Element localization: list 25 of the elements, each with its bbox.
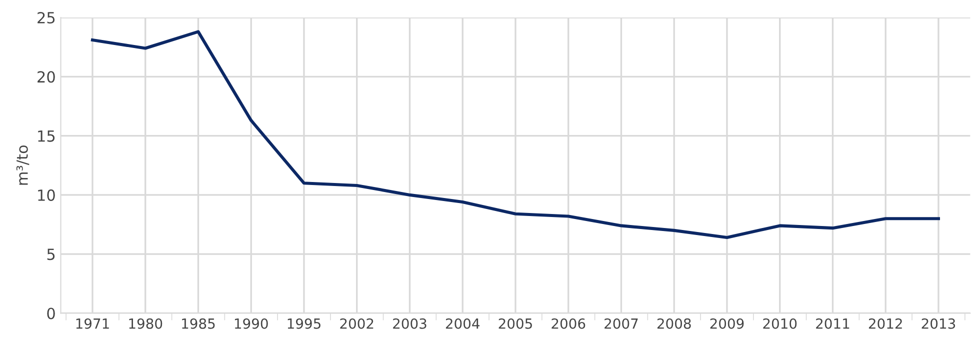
y-tick-label: 20 bbox=[38, 71, 55, 83]
x-tick-label: 2006 bbox=[552, 318, 586, 329]
y-tick-label: 0 bbox=[47, 308, 55, 320]
x-tick-label: 2002 bbox=[340, 318, 374, 329]
x-tick-label: 2011 bbox=[816, 318, 850, 329]
y-tick-label: 15 bbox=[38, 130, 55, 142]
line-series bbox=[90, 30, 940, 240]
x-tick-label: 2012 bbox=[868, 318, 902, 329]
x-tick-label: 2005 bbox=[498, 318, 532, 329]
y-tick-label: 25 bbox=[38, 12, 55, 24]
y-tick-label: 5 bbox=[47, 248, 55, 260]
x-tick-label: 1980 bbox=[129, 318, 162, 329]
x-tick-label: 2007 bbox=[604, 318, 638, 329]
x-tick-label: 2010 bbox=[763, 318, 797, 329]
x-tick-label: 2003 bbox=[393, 318, 426, 329]
y-tick-label: 10 bbox=[38, 189, 55, 201]
x-tick-label: 2008 bbox=[657, 318, 691, 329]
x-tick-label: 2013 bbox=[922, 318, 956, 329]
x-tick-label: 1995 bbox=[288, 318, 320, 329]
x-tick-label: 1971 bbox=[76, 318, 109, 329]
x-tick-label: 1990 bbox=[234, 318, 268, 329]
x-tick-label: 2004 bbox=[446, 318, 480, 329]
x-tick-label: 2009 bbox=[710, 318, 744, 329]
x-tick-label: 1985 bbox=[182, 318, 215, 329]
y-axis-title: m³/to bbox=[16, 145, 30, 185]
